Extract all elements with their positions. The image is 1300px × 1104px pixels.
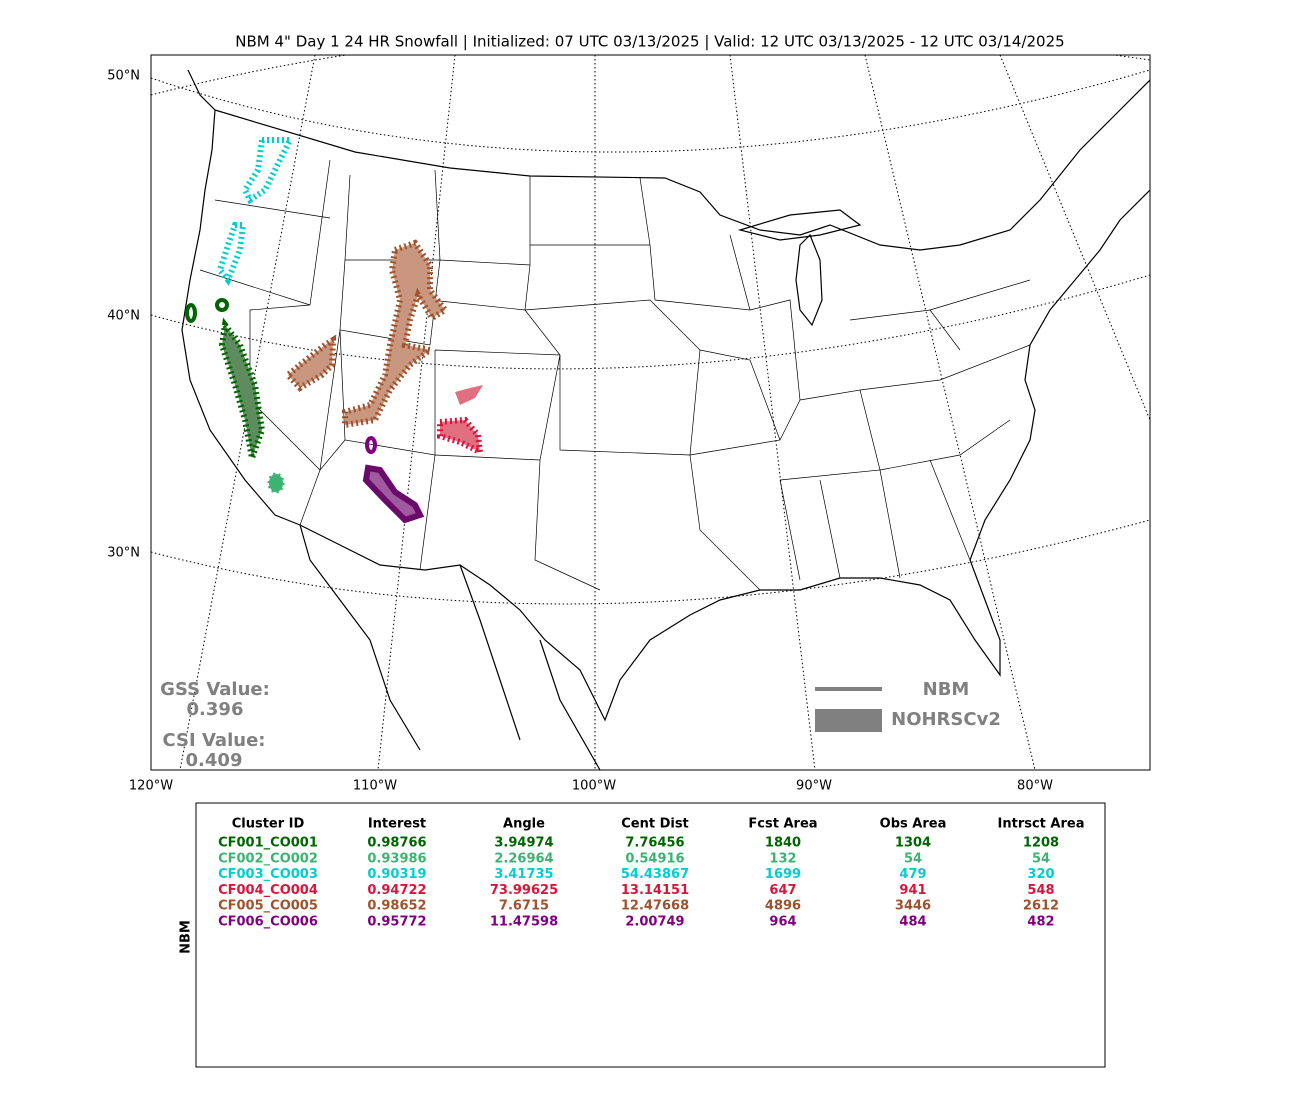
column-header: Obs Area xyxy=(880,817,947,832)
table-cell: 13.14151 xyxy=(621,883,689,898)
table-cell: 0.98766 xyxy=(367,836,426,851)
parallel xyxy=(151,274,1150,370)
coastline xyxy=(181,69,1150,722)
meridian xyxy=(179,55,316,770)
lake-superior xyxy=(737,209,862,241)
table-cell: CF004_CO004 xyxy=(218,883,318,898)
cluster-cf001 xyxy=(218,317,266,470)
gss-value: 0.396 xyxy=(187,699,244,720)
table-cell: 2.26964 xyxy=(494,851,553,866)
mexico xyxy=(299,524,601,770)
title: NBM 4" Day 1 24 HR Snowfall | Initialize… xyxy=(235,33,1064,51)
legend-label: NOHRSCv2 xyxy=(891,709,1001,730)
lat-label: 30°N xyxy=(107,546,140,561)
table-cell: 3446 xyxy=(895,899,931,914)
column-header: Intrsct Area xyxy=(998,817,1085,832)
map-frame xyxy=(150,54,1151,771)
lon-label: 80°W xyxy=(1017,779,1053,794)
lat-label: 40°N xyxy=(107,309,140,324)
cluster-cf003 xyxy=(241,137,295,205)
cluster-cf005 xyxy=(283,334,337,392)
cluster-cf005 xyxy=(342,239,450,429)
table-cell: 73.99625 xyxy=(490,883,558,898)
table-cell: 320 xyxy=(1027,867,1054,882)
table-frame xyxy=(195,802,1106,1068)
table-cell: 7.76456 xyxy=(625,836,684,851)
table-cell: 0.54916 xyxy=(625,851,684,866)
table-cell: 11.47598 xyxy=(490,915,558,930)
table-cell: 54.43867 xyxy=(621,867,689,882)
lake-michigan xyxy=(795,233,823,327)
cluster-cf002 xyxy=(267,472,285,494)
table-cell: 54 xyxy=(1032,851,1050,866)
table-cell: 964 xyxy=(769,915,796,930)
table-cell: 482 xyxy=(1027,915,1054,930)
table-cell: 1699 xyxy=(765,867,801,882)
cluster-cf004 xyxy=(455,385,483,405)
csi-value: 0.409 xyxy=(186,750,243,771)
table-cell: 1304 xyxy=(895,836,931,851)
table-cell: CF002_CO002 xyxy=(218,851,318,866)
table-cell: 0.98652 xyxy=(367,899,426,914)
table-cell: 1208 xyxy=(1023,836,1059,851)
table-cell: 0.95772 xyxy=(367,915,426,930)
meridian xyxy=(864,55,1036,770)
parallel xyxy=(151,519,1150,605)
table-cell: 941 xyxy=(899,883,926,898)
table-cell: 0.94722 xyxy=(367,883,426,898)
table-cell: CF005_CO005 xyxy=(218,899,318,914)
table-cell: 2.00749 xyxy=(625,915,684,930)
lon-label: 120°W xyxy=(129,779,173,794)
table-cell: CF003_CO003 xyxy=(218,867,318,882)
column-header: Cent Dist xyxy=(621,817,689,832)
column-header: Cluster ID xyxy=(232,817,305,832)
cluster-cf001 xyxy=(215,298,229,312)
table-cell: 647 xyxy=(769,883,796,898)
table-cell: 12.47668 xyxy=(621,899,689,914)
cluster-cf001 xyxy=(185,303,197,323)
lat-label: 50°N xyxy=(107,69,140,84)
table-cell: CF001_CO001 xyxy=(218,836,318,851)
table-cell: 2612 xyxy=(1023,899,1059,914)
clusters xyxy=(185,137,484,524)
table-cell: 1840 xyxy=(765,836,801,851)
table-cell: CF006_CO006 xyxy=(218,915,318,930)
gss-label: GSS Value: xyxy=(160,679,270,700)
column-header: Interest xyxy=(368,817,426,832)
cluster-cf003 xyxy=(216,222,247,286)
state-lines xyxy=(199,159,1031,591)
table-cell: 54 xyxy=(904,851,922,866)
table-cell: 132 xyxy=(769,851,796,866)
meridian xyxy=(999,55,1150,421)
csi-label: CSI Value: xyxy=(163,730,266,751)
map: GSS Value: 0.396 CSI Value: 0.409 NBM NO… xyxy=(151,55,1150,771)
cluster-cf004 xyxy=(437,416,484,458)
lon-label: 90°W xyxy=(796,779,832,794)
legend-label: NBM xyxy=(923,679,970,700)
legend-patch xyxy=(815,709,882,732)
cluster-cf006 xyxy=(362,464,425,524)
column-header: Fcst Area xyxy=(748,817,817,832)
table-cell: 479 xyxy=(899,867,926,882)
lon-label: 110°W xyxy=(353,779,397,794)
column-header: Angle xyxy=(503,817,545,832)
table-cell: 0.93986 xyxy=(367,851,426,866)
table-side-label: NBM xyxy=(179,920,194,954)
cluster-cf006 xyxy=(365,436,377,454)
table-cell: 0.90319 xyxy=(367,867,426,882)
table-cell: 3.41735 xyxy=(494,867,553,882)
table-cell: 7.6715 xyxy=(499,899,549,914)
table-cell: 4896 xyxy=(765,899,801,914)
table-cell: 3.94974 xyxy=(494,836,553,851)
lon-label: 100°W xyxy=(572,779,616,794)
canada-border xyxy=(214,79,1150,251)
parallel xyxy=(151,55,1150,96)
parallel xyxy=(151,69,1150,153)
table-cell: 548 xyxy=(1027,883,1054,898)
meridian xyxy=(729,55,816,770)
table-cell: 484 xyxy=(899,915,926,930)
